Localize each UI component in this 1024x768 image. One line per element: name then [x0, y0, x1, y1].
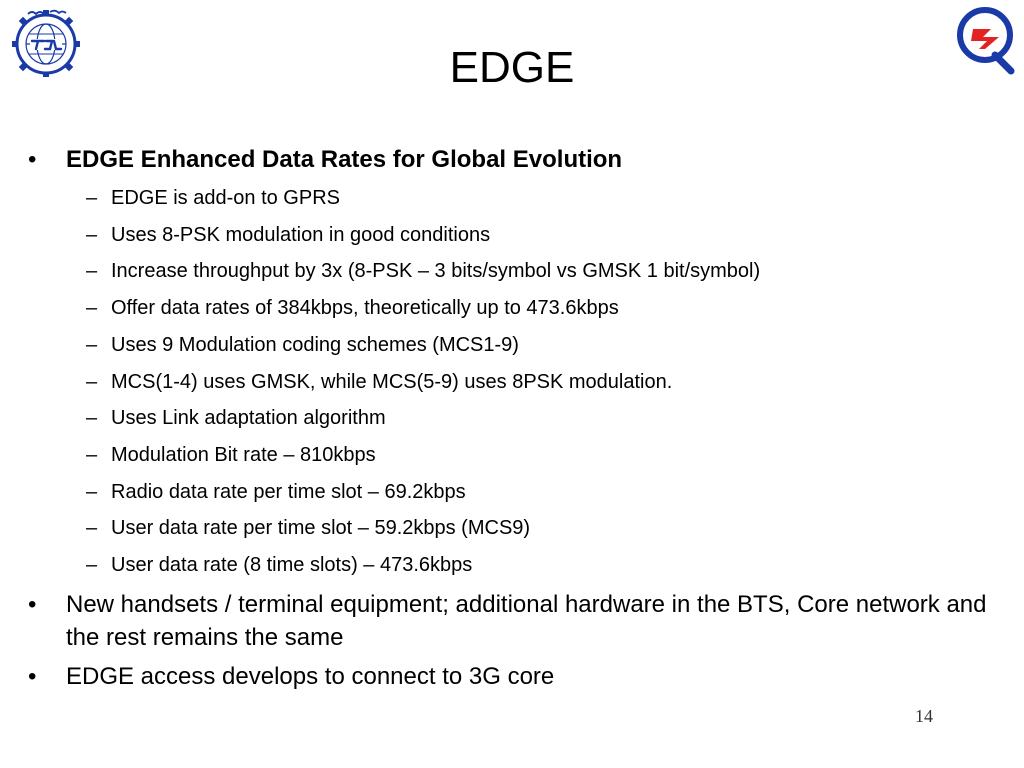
bullet-item: • EDGE access develops to connect to 3G … — [28, 660, 1008, 693]
sub-bullet-text: Uses Link adaptation algorithm — [111, 407, 386, 430]
page-number: 14 — [915, 706, 933, 726]
dash-icon: – — [86, 443, 98, 466]
sub-bullet-item: – Uses 9 Modulation coding schemes (MCS1-… — [28, 327, 1008, 364]
dash-icon: – — [86, 407, 98, 430]
dash-icon: – — [86, 223, 98, 246]
sub-bullet-text: Offer data rates of 384kbps, theoretical… — [111, 297, 619, 320]
bullet-dot-icon: • — [28, 146, 37, 173]
sub-bullet-text: User data rate (8 time slots) – 473.6kbp… — [111, 554, 473, 577]
bullet-text: EDGE access develops to connect to 3G co… — [66, 662, 555, 690]
dash-icon: – — [86, 554, 98, 577]
sub-bullet-item: – Increase throughput by 3x (8-PSK – 3 bi… — [28, 253, 1008, 290]
sub-bullet-item: – User data rate per time slot – 59.2kbps… — [28, 510, 1008, 547]
dash-icon: – — [86, 333, 98, 356]
sub-bullet-text: Radio data rate per time slot – 69.2kbps — [111, 480, 466, 503]
sub-bullet-item: – User data rate (8 time slots) – 473.6kb… — [28, 547, 1008, 584]
bullet-dot-icon: • — [28, 590, 37, 618]
dash-icon: – — [86, 517, 98, 540]
sub-bullet-text: Increase throughput by 3x (8-PSK – 3 bit… — [111, 260, 761, 283]
sub-bullet-item: – Offer data rates of 384kbps, theoretica… — [28, 290, 1008, 327]
sub-bullet-item: – MCS(1-4) uses GMSK, while MCS(5-9) uses… — [28, 364, 1008, 401]
sub-bullet-text: Uses 9 Modulation coding schemes (MCS1-9… — [111, 333, 519, 356]
q-logo-icon — [955, 5, 1017, 75]
dash-icon: – — [86, 260, 98, 283]
sub-bullet-text: EDGE is add-on to GPRS — [111, 187, 340, 209]
sub-bullet-text: Modulation Bit rate – 810kbps — [111, 443, 376, 466]
bullet-item: • EDGE Enhanced Data Rates for Global Ev… — [28, 143, 1008, 176]
dash-icon: – — [86, 370, 98, 393]
bullet-list: • EDGE Enhanced Data Rates for Global Ev… — [28, 143, 1008, 693]
bullet-dot-icon: • — [28, 662, 37, 690]
sub-bullet-text: User data rate per time slot – 59.2kbps … — [111, 517, 531, 540]
sub-bullet-item: – EDGE is add-on to GPRS — [28, 180, 1008, 217]
bullet-text: New handsets / terminal equipment; addit… — [66, 590, 987, 651]
slide-title: EDGE — [449, 43, 575, 92]
sub-bullet-item: – Uses 8-PSK modulation in good condition… — [28, 217, 1008, 254]
sub-bullet-item: – Radio data rate per time slot – 69.2kbp… — [28, 474, 1008, 511]
bullet-item: • New handsets / terminal equipment; add… — [28, 588, 1008, 654]
sub-bullet-text: Uses 8-PSK modulation in good conditions — [111, 223, 491, 246]
tcil-logo-icon — [6, 6, 86, 78]
sub-bullet-item: – Uses Link adaptation algorithm — [28, 400, 1008, 437]
bullet-text: EDGE Enhanced Data Rates for Global Evol… — [66, 146, 623, 173]
sub-bullet-text: MCS(1-4) uses GMSK, while MCS(5-9) uses … — [111, 370, 673, 393]
sub-bullet-item: – Modulation Bit rate – 810kbps — [28, 437, 1008, 474]
dash-icon: – — [86, 297, 98, 320]
sub-bullet-list: – EDGE is add-on to GPRS – Uses 8-PSK modu… — [28, 180, 1008, 584]
dash-icon: – — [86, 187, 98, 209]
dash-icon: – — [86, 480, 98, 503]
